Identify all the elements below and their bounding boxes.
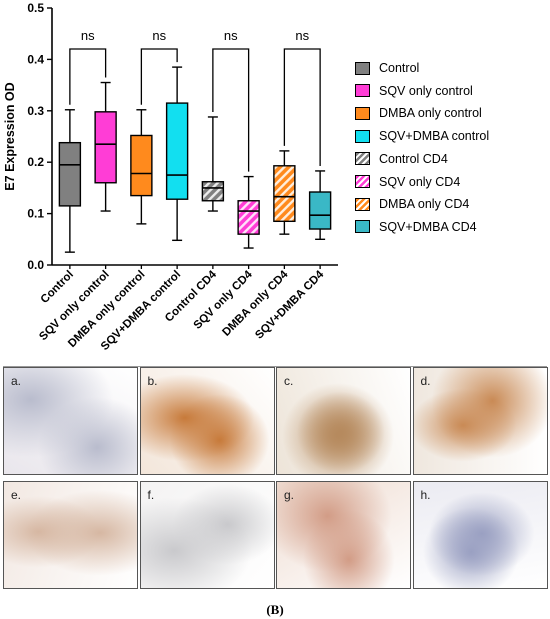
histology-panel: b. xyxy=(139,367,275,475)
bracket-line xyxy=(69,48,107,105)
legend-item: DMBA only control xyxy=(355,105,482,121)
legend-item: SQV only control xyxy=(355,83,473,99)
y-tick-label: 0.0 xyxy=(27,258,44,272)
panel-label: e. xyxy=(11,488,22,502)
bracket-line xyxy=(140,48,178,105)
legend-swatch xyxy=(355,61,370,75)
histology-panel: h. xyxy=(412,481,548,589)
x-tick-label: SQV+DMBA CD4 xyxy=(253,268,326,341)
legend-swatch xyxy=(355,197,370,211)
ns-label: ns xyxy=(152,28,166,43)
legend-item: SQV only CD4 xyxy=(355,174,460,190)
legend-swatch xyxy=(355,175,370,188)
panel-label: b. xyxy=(147,374,158,388)
ns-label: ns xyxy=(295,28,309,43)
legend-label: SQV+DMBA CD4 xyxy=(379,219,477,234)
box-body xyxy=(308,191,332,230)
box-body xyxy=(130,134,153,197)
box-control xyxy=(58,109,82,253)
box-sqv-only-cd4 xyxy=(237,175,260,249)
histology-panel-grid: a. b. c. d. e. f. g. h. xyxy=(3,366,548,597)
legend-label: DMBA only CD4 xyxy=(379,197,470,212)
histology-panel: g. xyxy=(276,481,411,589)
box-body xyxy=(94,111,117,184)
box-series xyxy=(58,66,332,253)
histology-panel: d. xyxy=(412,367,548,475)
ns-label: ns xyxy=(224,28,238,43)
legend-item: SQV+DMBA control xyxy=(355,128,489,144)
ns-bracket: ns xyxy=(69,28,107,105)
ns-label: ns xyxy=(81,28,95,43)
legend-swatch xyxy=(355,129,370,143)
panel-label: h. xyxy=(420,488,431,502)
histology-panel: e. xyxy=(3,481,138,589)
legend-label: Control xyxy=(379,61,420,75)
box-body xyxy=(201,181,225,202)
legend-label: SQV only control xyxy=(379,83,473,98)
legend-label: Control CD4 xyxy=(379,151,448,166)
figure-caption: (B) xyxy=(266,602,284,617)
panel-label: f. xyxy=(147,488,155,502)
box-sqv-only-control xyxy=(94,81,117,212)
box-body xyxy=(165,102,189,200)
legend-swatch xyxy=(355,220,370,234)
legend-item: Control CD4 xyxy=(355,151,448,167)
panel-label: d. xyxy=(420,374,431,388)
legend-item: SQV+DMBA CD4 xyxy=(355,219,477,235)
box-body xyxy=(237,200,260,235)
y-tick-label: 0.3 xyxy=(27,104,44,118)
x-tick-label: DMBA only CD4 xyxy=(220,268,291,339)
legend-label: DMBA only control xyxy=(379,106,482,121)
box-dmba-only-control xyxy=(130,109,153,225)
legend-swatch xyxy=(355,152,370,166)
bracket-line xyxy=(212,48,250,172)
box-sqv-dmba-control xyxy=(165,66,189,242)
ns-bracket: ns xyxy=(283,28,321,166)
histology-panel: f. xyxy=(139,481,275,589)
legend-item: Control xyxy=(355,60,419,76)
legend-swatch xyxy=(355,106,370,120)
y-tick-label: 0.2 xyxy=(27,155,44,169)
y-axis-label: E7 Expression OD xyxy=(3,82,17,190)
axes: 0.0 0.1 0.2 0.3 0.4 0.5 E7 Expression OD xyxy=(3,1,338,272)
box-body xyxy=(273,165,296,223)
legend-swatch xyxy=(355,84,370,98)
panel-label: c. xyxy=(284,374,294,388)
legend-label: SQV only CD4 xyxy=(379,174,461,189)
panel-label: g. xyxy=(284,488,295,502)
box-body xyxy=(58,141,82,207)
y-tick-label: 0.5 xyxy=(27,1,44,15)
histology-panel: c. xyxy=(276,367,411,475)
legend-label: SQV+DMBA control xyxy=(379,129,490,144)
panel-label: a. xyxy=(11,374,22,388)
box-dmba-only-cd4 xyxy=(273,150,296,235)
ns-bracket: ns xyxy=(140,28,178,105)
y-tick-label: 0.4 xyxy=(27,52,44,66)
y-tick-label: 0.1 xyxy=(27,207,44,221)
box-control-cd4 xyxy=(201,116,225,212)
ns-bracket: ns xyxy=(212,28,250,172)
bracket-line xyxy=(283,48,321,166)
box-sqv-dmba-cd4 xyxy=(308,170,332,241)
legend-item: DMBA only CD4 xyxy=(355,196,469,212)
significance-annotations: ns ns ns ns xyxy=(69,28,321,172)
histology-panel: a. xyxy=(3,367,138,475)
box-plot-chart: 0.00.10.20.30.40.5E7 Expression OD ns ns n… xyxy=(3,1,338,353)
